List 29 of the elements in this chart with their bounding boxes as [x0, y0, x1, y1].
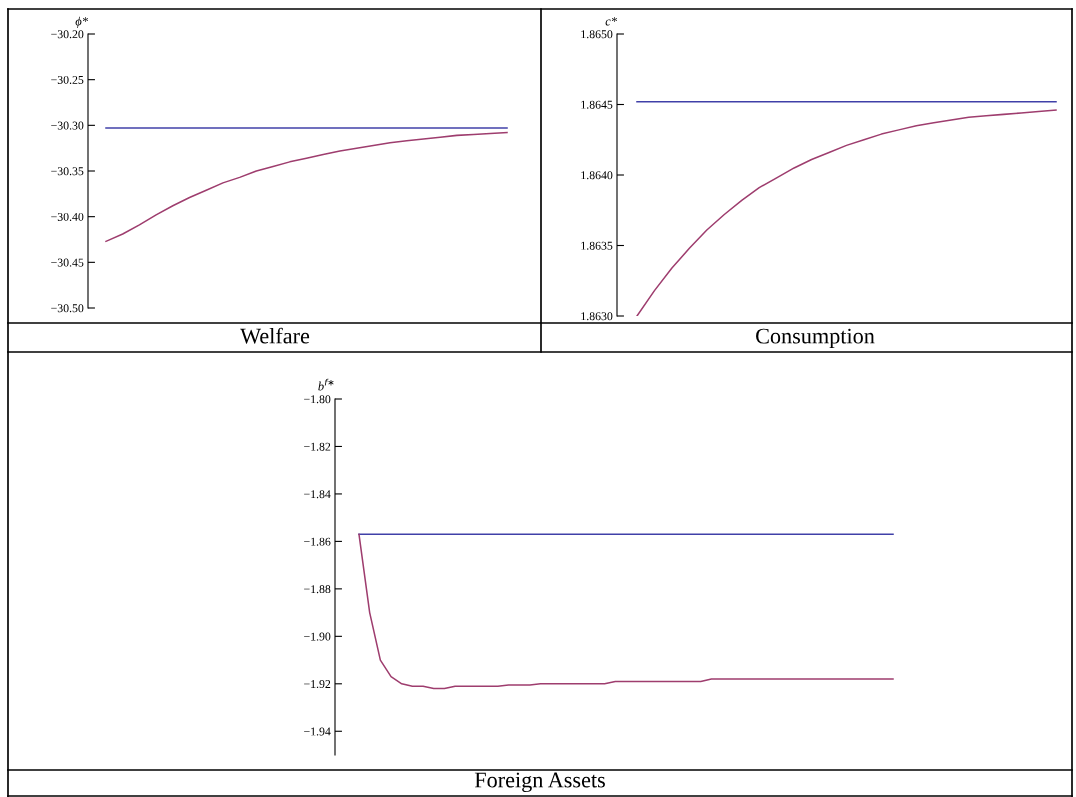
- line-series: [636, 109, 1057, 316]
- y-axis-title: c*: [605, 17, 617, 26]
- y-tick-label: 1.8645: [581, 100, 613, 109]
- x-axis-title: Consumption: [756, 328, 875, 349]
- y-axis-title: ϕ*: [75, 16, 88, 28]
- y-tick-label: −1.82: [304, 442, 331, 451]
- line-series: [358, 533, 894, 690]
- y-tick-label: −30.20: [51, 30, 84, 39]
- y-tick-label: −1.80: [304, 395, 331, 404]
- y-tick-label: −30.35: [51, 167, 84, 176]
- y-tick-label: −30.30: [51, 121, 84, 130]
- y-tick-label: −30.50: [51, 304, 84, 313]
- line-series: [105, 131, 508, 243]
- y-tick-label: −30.45: [51, 258, 84, 267]
- x-axis-title: Foreign Assets: [474, 772, 605, 793]
- y-tick-label: −1.86: [304, 537, 331, 546]
- y-tick-label: 1.8640: [581, 171, 613, 180]
- y-tick-label: 1.8635: [581, 241, 613, 250]
- y-tick-label: −1.88: [304, 585, 331, 594]
- y-tick-label: −1.92: [304, 680, 331, 689]
- y-tick-label: −1.94: [304, 727, 331, 736]
- x-axis-title: Welfare: [240, 327, 310, 344]
- y-axis-title: b$^{f∗}$: [318, 378, 334, 391]
- y-tick-label: −1.90: [304, 632, 331, 641]
- y-tick-label: 1.8650: [581, 30, 613, 39]
- y-tick-label: −1.84: [304, 490, 331, 499]
- y-tick-label: −30.25: [51, 75, 84, 84]
- y-tick-label: 1.8630: [581, 312, 613, 321]
- y-tick-label: −30.40: [51, 212, 84, 221]
